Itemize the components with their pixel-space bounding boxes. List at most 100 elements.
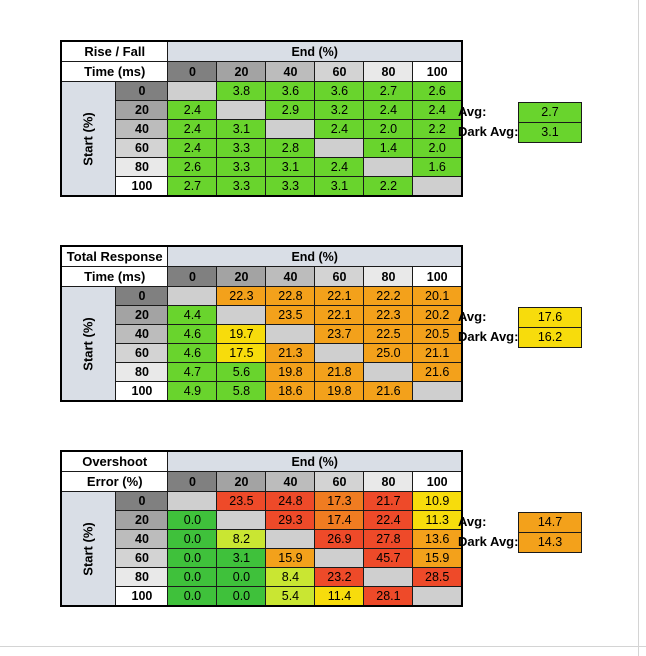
data-cell: 24.8 xyxy=(265,491,316,511)
row-header-60: 60 xyxy=(115,548,169,568)
data-cell: 22.1 xyxy=(314,305,365,325)
data-cell: 0.0 xyxy=(216,586,267,607)
row-header-20: 20 xyxy=(115,305,169,325)
column-header-100: 100 xyxy=(412,266,463,287)
data-cell: 17.3 xyxy=(314,491,365,511)
data-cell: 15.9 xyxy=(412,548,463,568)
data-cell xyxy=(314,138,365,158)
data-cell: 2.6 xyxy=(412,81,463,101)
row-header-60: 60 xyxy=(115,343,169,363)
data-cell: 2.4 xyxy=(314,119,365,139)
start-axis-header: Start (%) xyxy=(60,81,117,197)
data-cell: 21.6 xyxy=(412,362,463,382)
data-cell: 0.0 xyxy=(216,567,267,587)
column-header-60: 60 xyxy=(314,266,365,287)
data-cell: 0.0 xyxy=(167,529,218,549)
data-cell: 0.0 xyxy=(167,548,218,568)
data-cell: 21.6 xyxy=(363,381,414,402)
dark-avg-label: Dark Avg: xyxy=(458,124,519,139)
column-header-40: 40 xyxy=(265,266,316,287)
data-cell: 3.3 xyxy=(265,176,316,197)
row-header-40: 40 xyxy=(115,119,169,139)
data-cell xyxy=(167,286,218,306)
data-cell: 2.2 xyxy=(412,119,463,139)
avg-value: 14.7 xyxy=(518,512,582,533)
avg-value: 2.7 xyxy=(518,102,582,123)
data-cell: 17.5 xyxy=(216,343,267,363)
row-header-40: 40 xyxy=(115,324,169,344)
row-header-20: 20 xyxy=(115,510,169,530)
data-cell: 23.2 xyxy=(314,567,365,587)
data-cell: 5.4 xyxy=(265,586,316,607)
data-cell xyxy=(363,567,414,587)
data-cell: 25.0 xyxy=(363,343,414,363)
column-header-20: 20 xyxy=(216,266,267,287)
data-cell: 18.6 xyxy=(265,381,316,402)
data-cell xyxy=(265,324,316,344)
data-cell: 20.5 xyxy=(412,324,463,344)
data-cell: 20.2 xyxy=(412,305,463,325)
column-header-0: 0 xyxy=(167,61,218,82)
table-title-line2: Time (ms) xyxy=(60,266,169,287)
data-cell: 26.9 xyxy=(314,529,365,549)
table-title-line2: Error (%) xyxy=(60,471,169,492)
data-cell xyxy=(216,510,267,530)
avg-label: Avg: xyxy=(458,104,487,119)
data-cell: 3.1 xyxy=(216,548,267,568)
data-cell: 22.3 xyxy=(363,305,414,325)
data-cell: 4.4 xyxy=(167,305,218,325)
data-cell: 10.9 xyxy=(412,491,463,511)
dark-avg-value: 3.1 xyxy=(518,122,582,143)
data-cell: 1.4 xyxy=(363,138,414,158)
column-header-0: 0 xyxy=(167,471,218,492)
dark-avg-label: Dark Avg: xyxy=(458,329,519,344)
data-cell: 2.9 xyxy=(265,100,316,120)
avg-value: 17.6 xyxy=(518,307,582,328)
data-cell: 0.0 xyxy=(167,586,218,607)
data-cell: 22.8 xyxy=(265,286,316,306)
data-cell: 21.3 xyxy=(265,343,316,363)
row-header-80: 80 xyxy=(115,157,169,177)
row-header-100: 100 xyxy=(115,381,169,402)
column-header-40: 40 xyxy=(265,471,316,492)
data-cell: 27.8 xyxy=(363,529,414,549)
avg-label: Avg: xyxy=(458,309,487,324)
data-cell: 2.0 xyxy=(412,138,463,158)
total-response-time-table: Total Response End (%) Time (ms) 0 20 40 60 80 1… xyxy=(60,245,463,402)
end-axis-header: End (%) xyxy=(167,450,463,472)
data-cell: 23.5 xyxy=(265,305,316,325)
data-cell: 2.4 xyxy=(412,100,463,120)
row-header-80: 80 xyxy=(115,567,169,587)
data-cell: 4.9 xyxy=(167,381,218,402)
data-cell: 23.5 xyxy=(216,491,267,511)
data-cell xyxy=(314,343,365,363)
table-title-line1: Total Response xyxy=(60,245,169,267)
column-header-60: 60 xyxy=(314,471,365,492)
data-cell: 13.6 xyxy=(412,529,463,549)
sheet-bottom-border xyxy=(0,646,646,647)
end-axis-header: End (%) xyxy=(167,245,463,267)
table-title-line1: Overshoot xyxy=(60,450,169,472)
data-cell: 11.4 xyxy=(314,586,365,607)
data-cell xyxy=(412,176,463,197)
dark-avg-value: 16.2 xyxy=(518,327,582,348)
start-axis-label: Start (%) xyxy=(80,521,96,576)
column-header-80: 80 xyxy=(363,471,414,492)
data-cell: 29.3 xyxy=(265,510,316,530)
data-cell xyxy=(167,491,218,511)
data-cell: 2.7 xyxy=(167,176,218,197)
data-cell: 2.0 xyxy=(363,119,414,139)
data-cell: 8.2 xyxy=(216,529,267,549)
data-cell: 2.2 xyxy=(363,176,414,197)
data-cell: 2.4 xyxy=(363,100,414,120)
column-header-80: 80 xyxy=(363,266,414,287)
data-cell: 0.0 xyxy=(167,567,218,587)
data-cell: 3.2 xyxy=(314,100,365,120)
data-cell: 5.6 xyxy=(216,362,267,382)
data-cell: 2.4 xyxy=(314,157,365,177)
row-header-0: 0 xyxy=(115,286,169,306)
data-cell: 4.6 xyxy=(167,343,218,363)
data-cell: 22.3 xyxy=(216,286,267,306)
column-header-60: 60 xyxy=(314,61,365,82)
data-cell: 3.3 xyxy=(216,157,267,177)
